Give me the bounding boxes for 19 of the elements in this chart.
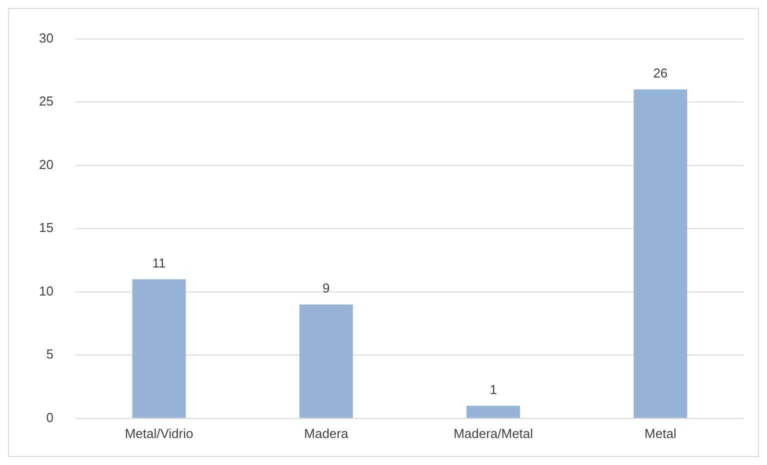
data-label: 26 [653,65,668,80]
bar [466,406,520,418]
y-tick-label: 10 [38,283,54,298]
x-tick-label: Madera [304,426,349,441]
y-tick-label: 20 [38,156,54,172]
y-tick-label: 5 [46,346,54,362]
y-tick-label: 0 [46,410,54,425]
data-label: 11 [152,255,166,270]
data-label: 9 [322,280,330,296]
y-tick-label: 30 [38,30,54,46]
bar [132,279,186,418]
x-tick-label: Metal/Vidrio [124,426,194,441]
x-tick-label: Madera/Metal [454,426,534,441]
bar [299,304,353,418]
bar [634,89,688,418]
y-tick-label: 15 [38,220,54,236]
x-tick-label: Metal [644,426,676,441]
y-tick-label: 25 [38,94,54,109]
data-label: 1 [490,382,497,397]
